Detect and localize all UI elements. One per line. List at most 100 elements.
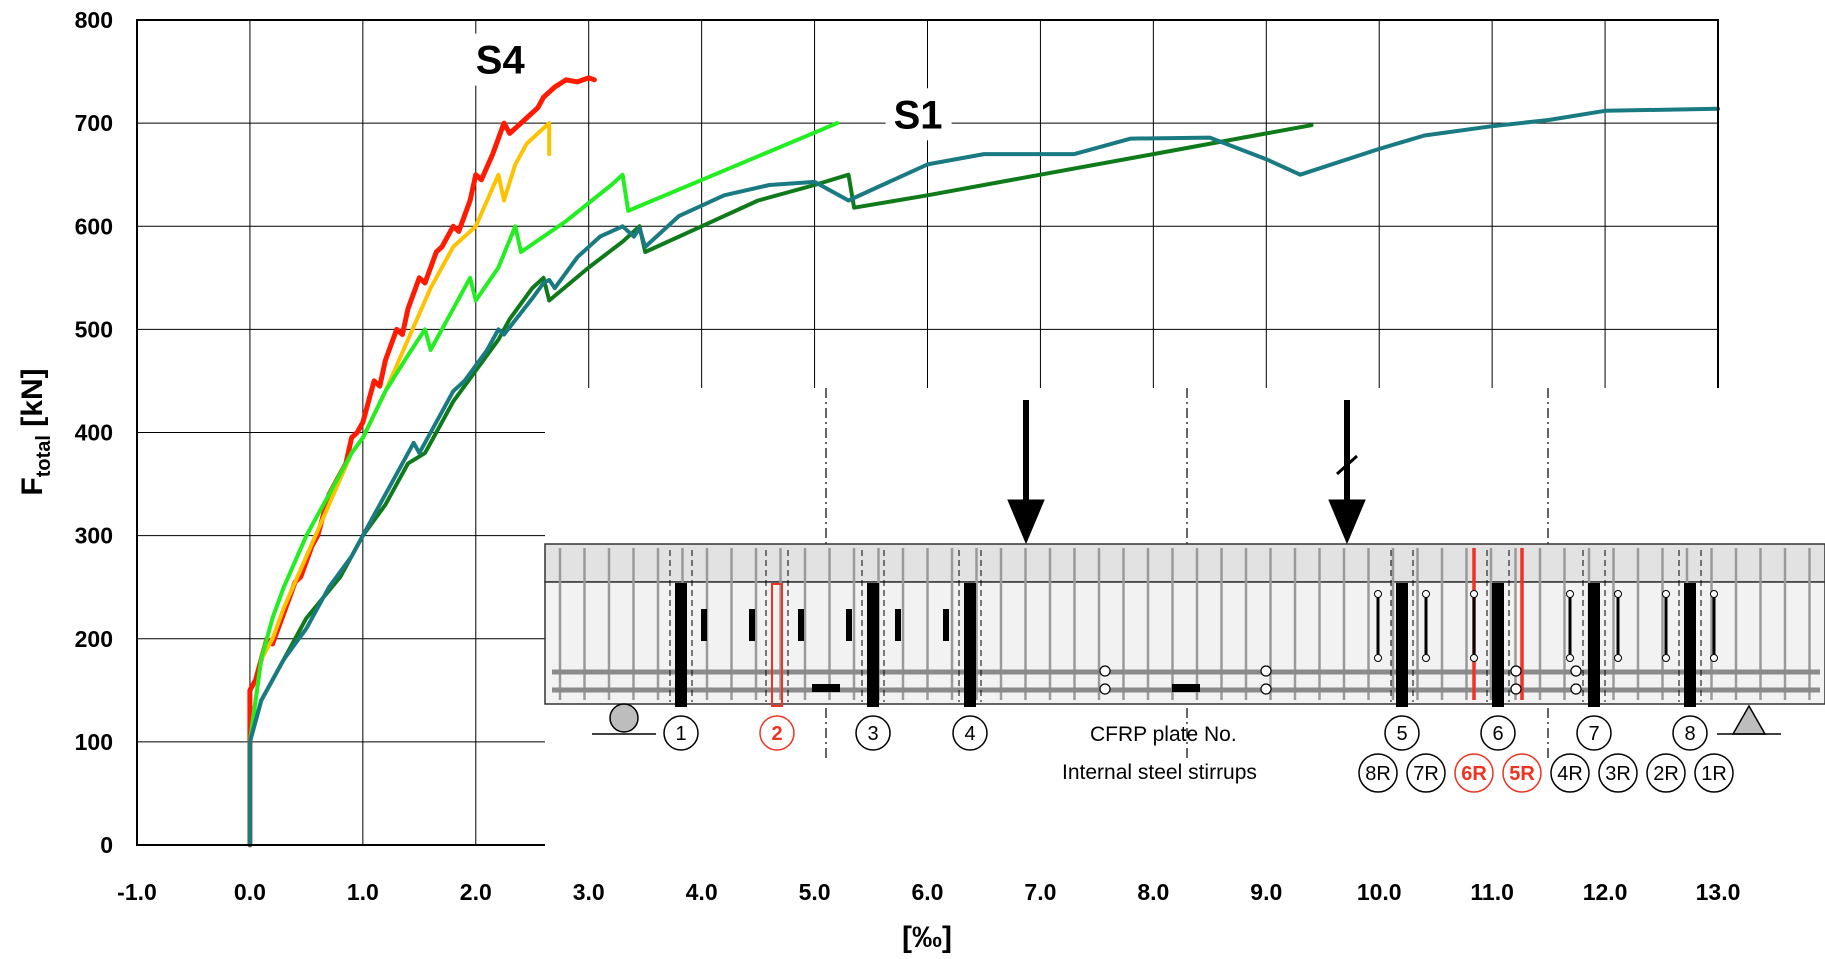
y-tick-label: 100 [75, 729, 113, 755]
series-line-1 [247, 75, 597, 848]
hoop-end [1470, 654, 1478, 662]
x-tick-label: 6.0 [912, 879, 944, 905]
hoop-end [1374, 590, 1382, 598]
y-tick-label: 0 [100, 832, 113, 858]
hoop-end [1566, 654, 1574, 662]
x-tick-label: 1.0 [347, 879, 379, 905]
series-line-4 [247, 123, 1314, 847]
stirrup-number-circle [1550, 753, 1590, 793]
anchor-mark [798, 609, 804, 641]
y-tick-label: 800 [75, 7, 113, 33]
plate-number: 1 [675, 723, 686, 745]
x-tick-label: 0.0 [234, 879, 266, 905]
anchor-mark [1172, 684, 1200, 692]
x-tick-label: 3.0 [573, 879, 605, 905]
cfrp-plate [867, 583, 879, 707]
x-axis-label: [‰] [902, 921, 952, 954]
bar-anchor [1099, 683, 1111, 695]
hoop-end [1422, 590, 1430, 598]
x-tick-label: 9.0 [1250, 879, 1282, 905]
cfrp-plate [1588, 583, 1600, 707]
x-tick-label: 13.0 [1696, 879, 1741, 905]
bar-anchor [1510, 665, 1522, 677]
series-line-3 [247, 121, 840, 847]
stirrup-number: 5R [1509, 763, 1535, 785]
y-tick-label: 200 [75, 626, 113, 652]
bar-anchor [1260, 683, 1272, 695]
right-support [1717, 704, 1781, 735]
hoop-end [1614, 590, 1622, 598]
bar-anchor [1570, 665, 1582, 677]
plate-number: 6 [1492, 723, 1503, 745]
hoop-end [1662, 654, 1670, 662]
y-axis-ticks: 0 100 200 300 400 500 600 700 800 [75, 7, 113, 858]
x-tick-label: 11.0 [1470, 879, 1514, 905]
annotation-background [885, 88, 952, 141]
series-line-5 [247, 106, 1720, 847]
stirrup-number-circles: 8R 7R 6R 5R 4R 3R 2R 1R [1358, 753, 1734, 793]
series-annotations: S4 S1 [467, 33, 952, 141]
beam-inset-diagram: CFRP plate No. Internal steel stirrups 1… [544, 388, 1825, 848]
hoop-end [1374, 654, 1382, 662]
beam-flange [544, 543, 1825, 583]
bar-anchor [1099, 665, 1111, 677]
stirrup-number-circle [1358, 753, 1398, 793]
plate-number-circles: 1 2 3 4 5 6 7 8 [663, 715, 1708, 751]
y-tick-label: 400 [75, 420, 113, 446]
y-tick-label: 600 [75, 213, 113, 239]
internal-stirrups [558, 548, 1811, 700]
stirrup-number: 6R [1461, 763, 1487, 785]
plate-number: 4 [964, 723, 975, 745]
stirrup-number-circle [1694, 753, 1734, 793]
stirrup-number-circle [1406, 753, 1446, 793]
x-tick-label: -1.0 [117, 879, 157, 905]
x-tick-label: 12.0 [1583, 879, 1628, 905]
plate-number: 7 [1588, 723, 1599, 745]
anchor-mark [895, 609, 901, 641]
hoop-end [1566, 590, 1574, 598]
anchor-mark [846, 609, 852, 641]
cfrp-plate [1492, 583, 1504, 707]
stirrup-number-circle [1598, 753, 1638, 793]
plate-number-circle [1384, 715, 1420, 751]
x-tick-label: 4.0 [686, 879, 718, 905]
hoop-end [1710, 590, 1718, 598]
stirrup-number: 7R [1413, 763, 1439, 785]
y-tick-label: 500 [75, 316, 113, 342]
stirrup-number: 4R [1557, 763, 1583, 785]
x-tick-label: 7.0 [1024, 879, 1056, 905]
plate-number: 5 [1396, 723, 1407, 745]
plate-number-circle [759, 715, 795, 751]
cfrp-plate [675, 583, 687, 707]
bar-anchor [1260, 665, 1272, 677]
x-tick-label: 5.0 [799, 879, 831, 905]
series-line-2 [247, 121, 552, 847]
anchor-mark [943, 609, 949, 641]
cfrp-plate [1396, 583, 1408, 707]
cfrp-plate [964, 583, 976, 707]
x-tick-label: 10.0 [1357, 879, 1402, 905]
plate-number: 3 [867, 723, 878, 745]
annotation-background [467, 33, 534, 86]
hoop-end [1662, 590, 1670, 598]
cfrp-plates [669, 548, 1718, 707]
plate-number-circle [1576, 715, 1612, 751]
cfrp-plate [1684, 583, 1696, 707]
plate-number: 8 [1684, 723, 1695, 745]
series-annotation: S4 [476, 39, 526, 83]
hoop-end [1422, 654, 1430, 662]
left-support [592, 703, 656, 735]
internal-stirrups-label: Internal steel stirrups [1062, 761, 1257, 784]
cfrp-plate [771, 583, 783, 707]
plate-number-circle [952, 715, 988, 751]
hoop-end [1470, 590, 1478, 598]
hoop-end [1614, 654, 1622, 662]
y-axis-label: Ftotal [kN] [16, 368, 55, 495]
plate-number-circle [1480, 715, 1516, 751]
hoop-end [1710, 654, 1718, 662]
plate-number-circle [855, 715, 891, 751]
anchor-mark [812, 684, 840, 692]
anchor-mark [701, 609, 707, 641]
bar-anchor [1570, 683, 1582, 695]
